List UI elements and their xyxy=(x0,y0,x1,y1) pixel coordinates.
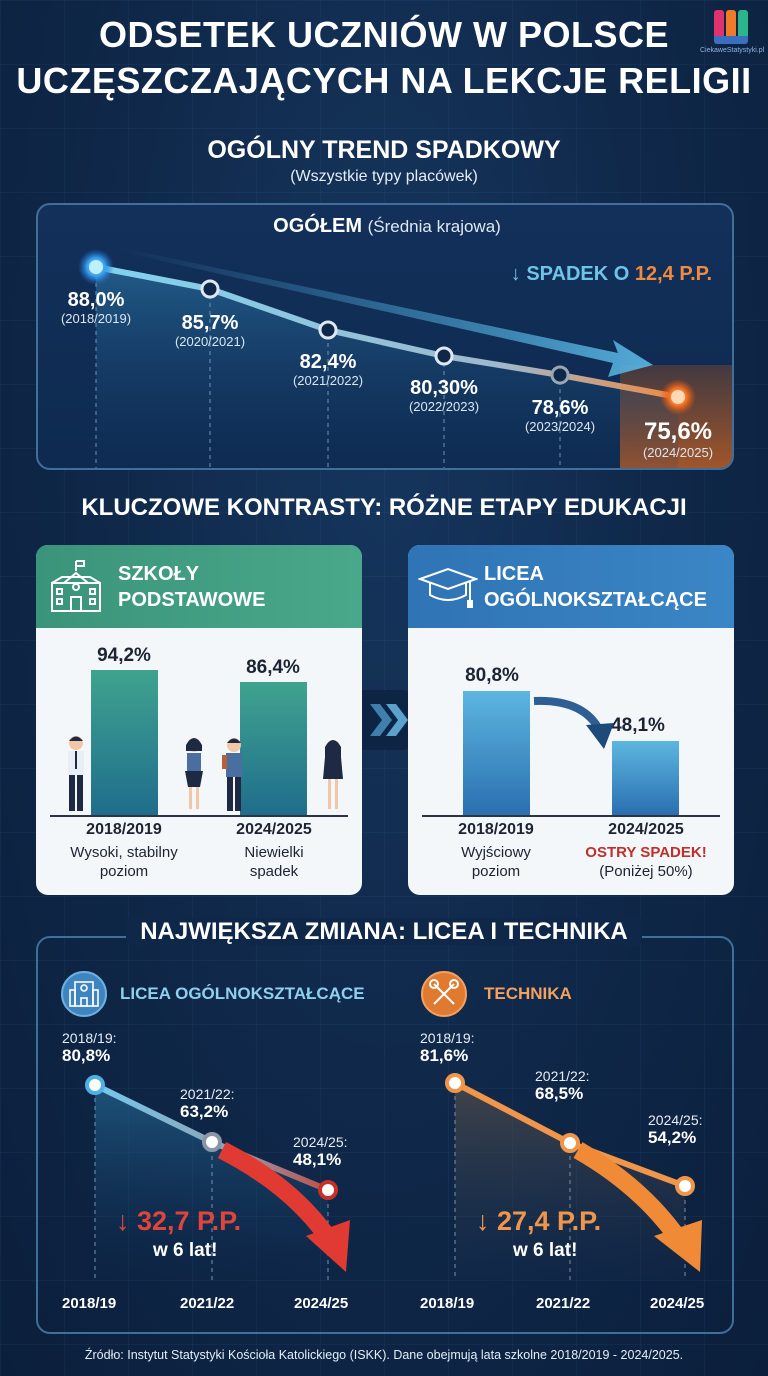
licea-line-chart xyxy=(85,1075,350,1280)
panel-title-rest: (Średnia krajowa) xyxy=(367,217,501,236)
axis-label: 2021/22 xyxy=(180,1295,235,1312)
curved-arrow-icon xyxy=(533,696,614,749)
point-label: 2018/19: 80,8% xyxy=(62,1030,117,1065)
data-point-label: 82,4% (2021/2022) xyxy=(263,351,393,389)
point-year: (2020/2021) xyxy=(174,334,246,349)
bar-2018 xyxy=(463,691,530,815)
bar-description: Niewielki spadek xyxy=(244,844,304,880)
tools-icon xyxy=(421,971,467,1017)
axis-label: 2021/22 xyxy=(536,1295,591,1312)
logo-text: CiekaweStatystyki.pl xyxy=(700,47,765,54)
building-icon xyxy=(61,971,107,1017)
point-value: 80,30% xyxy=(410,377,478,399)
primary-schools-card: SZKOŁY PODSTAWOWE 94,2% 86,4% 2018/201 xyxy=(36,545,362,895)
data-point-label: 88,0% (2018/2019) xyxy=(38,289,161,327)
point-value: 75,6% xyxy=(643,418,713,445)
point-value: 85,7% xyxy=(181,312,239,334)
bar-value: 48,1% xyxy=(611,715,665,736)
axis-label: 2018/19 xyxy=(420,1295,475,1312)
bar-value: 94,2% xyxy=(97,645,151,666)
graduation-cap-icon xyxy=(418,567,478,608)
bar-description: Wyjściowy poziom xyxy=(461,844,531,880)
card-title: SZKOŁY PODSTAWOWE xyxy=(118,563,266,611)
licea-card: LICEA OGÓLNOKSZTAŁCĄCE 80,8% 48,1% 2018/… xyxy=(408,545,734,895)
point-year: (2021/2022) xyxy=(292,373,364,388)
card-header: LICEA OGÓLNOKSZTAŁCĄCE xyxy=(408,545,734,628)
logo-icon xyxy=(700,10,762,36)
bar-year: 2018/2019 xyxy=(458,821,534,838)
bar-value: 80,8% xyxy=(465,665,519,686)
bar-description: Wysoki, stabilny poziom xyxy=(70,844,178,880)
licea-drop-sub: w 6 lat! xyxy=(153,1240,218,1261)
point-value: 78,6% xyxy=(531,397,589,419)
sharp-drop-label: OSTRY SPADEK! xyxy=(585,844,707,861)
point-label: 2024/25: 54,2% xyxy=(648,1112,703,1147)
bar-description: OSTRY SPADEK! (Poniżej 50%) xyxy=(571,843,721,881)
point-year: (2023/2024) xyxy=(524,419,596,434)
point-year: (2024/2025) xyxy=(642,445,714,460)
trend-section-title: OGÓLNY TREND SPADKOWY xyxy=(207,136,561,164)
drop-prefix: ↓ SPADEK O xyxy=(510,263,635,285)
school-building-icon xyxy=(51,560,101,612)
card-title: LICEA OGÓLNOKSZTAŁCĄCE xyxy=(484,563,707,611)
chart-baseline xyxy=(50,815,348,817)
technika-label: TECHNIKA xyxy=(484,984,572,1003)
bar-2018 xyxy=(91,670,158,815)
drop-annotation: ↓ SPADEK O 12,4 P.P. xyxy=(511,263,712,286)
point-value: 82,4% xyxy=(299,351,357,373)
bar-year: 2018/2019 xyxy=(86,821,162,838)
panel-title: OGÓŁEM (Średnia krajowa) xyxy=(38,215,732,238)
axis-label: 2024/25 xyxy=(650,1295,705,1312)
axis-label: 2024/25 xyxy=(294,1295,349,1312)
page-title: ODSETEK UCZNIÓW W POLSCE UCZĘSZCZAJĄCYCH… xyxy=(0,12,768,104)
point-label: 2021/22: 68,5% xyxy=(535,1068,590,1103)
title-line-2: UCZĘSZCZAJĄCYCH NA LEKCJE RELIGII xyxy=(16,60,752,101)
data-point-label: 85,7% (2020/2021) xyxy=(145,312,275,350)
technika-drop-sub: w 6 lat! xyxy=(513,1240,578,1261)
bar-2024 xyxy=(612,741,679,815)
trend-section-subtitle: (Wszystkie typy placówek) xyxy=(290,168,478,185)
bar-2024 xyxy=(240,682,307,815)
technika-drop-value: ↓ 27,4 P.P. xyxy=(476,1206,602,1236)
technika-line-chart xyxy=(445,1073,702,1280)
axis-label: 2018/19 xyxy=(62,1295,117,1312)
source-footnote: Źródło: Instytut Statystyki Kościoła Kat… xyxy=(84,1348,684,1362)
licea-drop-value: ↓ 32,7 P.P. xyxy=(116,1206,242,1236)
licea-label: LICEA OGÓLNOKSZTAŁCĄCE xyxy=(120,984,365,1003)
bar-year: 2024/2025 xyxy=(608,821,684,838)
chart-baseline xyxy=(422,815,720,817)
drop-value: 12,4 P.P. xyxy=(634,263,712,285)
title-line-1: ODSETEK UCZNIÓW W POLSCE xyxy=(99,14,669,55)
card-header: SZKOŁY PODSTAWOWE xyxy=(36,545,362,628)
panel-title-bold: OGÓŁEM xyxy=(273,215,363,237)
point-year: (2018/2019) xyxy=(60,311,132,326)
point-year: (2022/2023) xyxy=(408,399,480,414)
students-illustration xyxy=(68,736,343,811)
data-point-label: 80,30% (2022/2023) xyxy=(379,377,509,415)
bar-year: 2024/2025 xyxy=(236,821,312,838)
point-label: 2024/25: 48,1% xyxy=(293,1134,348,1169)
point-label: 2018/19: 81,6% xyxy=(420,1030,475,1065)
trend-panel: OGÓŁEM (Średnia krajowa) ↓ SPADEK O 12,4… xyxy=(36,203,734,470)
logo: CiekaweStatystyki.pl xyxy=(700,10,765,54)
point-label: 2021/22: 63,2% xyxy=(180,1086,235,1121)
point-value: 88,0% xyxy=(67,289,125,311)
data-point-label: 78,6% (2023/2024) xyxy=(495,397,625,435)
contrast-section-title: KLUCZOWE KONTRASTY: RÓŻNE ETAPY EDUKACJI xyxy=(81,494,687,521)
bar-value: 86,4% xyxy=(246,657,300,678)
data-point-label: 75,6% (2024/2025) xyxy=(613,418,732,461)
trend-line-chart xyxy=(78,247,696,468)
change-section-title: NAJWIĘKSZA ZMIANA: LICEA I TECHNIKA xyxy=(0,918,768,946)
